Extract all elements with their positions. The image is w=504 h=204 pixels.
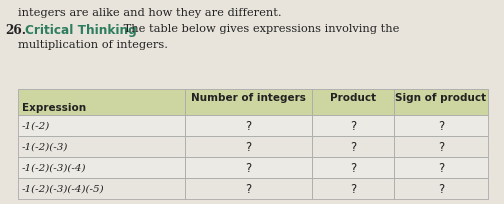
Bar	[185, 90, 312, 115]
Bar	[18, 90, 185, 115]
Text: ?: ?	[438, 119, 444, 132]
Text: ?: ?	[438, 182, 444, 195]
Text: ?: ?	[350, 119, 356, 132]
Bar	[394, 115, 488, 136]
Text: -1(-2)(-3)(-4)(-5): -1(-2)(-3)(-4)(-5)	[22, 184, 105, 193]
Text: 26.: 26.	[5, 24, 26, 37]
Text: ?: ?	[438, 140, 444, 153]
Bar	[185, 136, 312, 157]
Text: ?: ?	[245, 161, 251, 174]
Bar	[394, 178, 488, 199]
Bar	[18, 157, 185, 178]
Text: ?: ?	[245, 140, 251, 153]
Bar	[185, 157, 312, 178]
Text: Critical Thinking: Critical Thinking	[25, 24, 137, 37]
Bar	[18, 178, 185, 199]
Text: ?: ?	[245, 182, 251, 195]
Bar	[312, 157, 394, 178]
Text: Product: Product	[330, 93, 376, 102]
Bar	[312, 90, 394, 115]
Text: -1(-2): -1(-2)	[22, 121, 50, 130]
Text: ?: ?	[350, 140, 356, 153]
Text: integers are alike and how they are different.: integers are alike and how they are diff…	[18, 8, 282, 18]
Text: Sign of product: Sign of product	[396, 93, 486, 102]
Bar	[312, 178, 394, 199]
Text: multiplication of integers.: multiplication of integers.	[18, 40, 168, 50]
Bar	[18, 115, 185, 136]
Bar	[312, 136, 394, 157]
Text: -1(-2)(-3)(-4): -1(-2)(-3)(-4)	[22, 163, 87, 172]
Text: ?: ?	[245, 119, 251, 132]
Bar	[394, 136, 488, 157]
Text: ?: ?	[438, 161, 444, 174]
Text: Number of integers: Number of integers	[191, 93, 306, 102]
Text: The table below gives expressions involving the: The table below gives expressions involv…	[120, 24, 399, 34]
Text: -1(-2)(-3): -1(-2)(-3)	[22, 142, 69, 151]
Bar	[394, 157, 488, 178]
Text: ?: ?	[350, 161, 356, 174]
Text: Expression: Expression	[22, 102, 86, 112]
Bar	[185, 178, 312, 199]
Bar	[185, 115, 312, 136]
Text: ?: ?	[350, 182, 356, 195]
Bar	[312, 115, 394, 136]
Bar	[18, 136, 185, 157]
Bar	[394, 90, 488, 115]
